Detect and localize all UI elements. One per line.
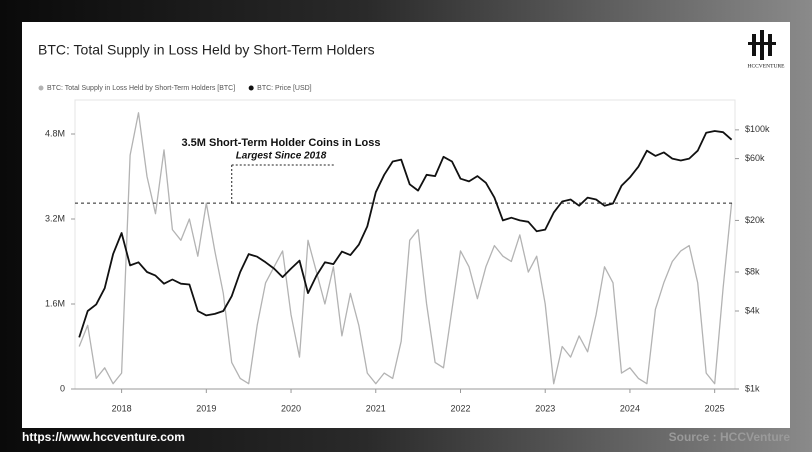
y2-tick-label: $4k xyxy=(745,305,760,315)
y2-tick-label: $60k xyxy=(745,153,765,163)
logo: HCCVENTURE xyxy=(748,30,786,69)
legend-marker xyxy=(248,85,254,91)
x-tick-label: 2023 xyxy=(535,403,555,413)
y-tick-label: 1.6M xyxy=(45,298,65,308)
chart-card xyxy=(22,22,790,428)
x-tick-label: 2025 xyxy=(705,403,725,413)
plot-frame xyxy=(74,99,736,390)
y-tick-label: 3.2M xyxy=(45,213,65,223)
y2-tick-label: $100k xyxy=(745,124,770,134)
x-tick-label: 2020 xyxy=(281,403,301,413)
x-tick-label: 2021 xyxy=(366,403,386,413)
x-tick-label: 2022 xyxy=(450,403,470,413)
annotation-subtitle: Largest Since 2018 xyxy=(236,151,327,162)
y2-tick-label: $1k xyxy=(745,383,760,393)
legend-label: BTC: Price [USD] xyxy=(257,85,312,92)
y-tick-label: 0 xyxy=(60,383,65,393)
y2-tick-label: $20k xyxy=(745,215,765,225)
logo-text: HCCVENTURE xyxy=(748,63,786,69)
legend-marker xyxy=(38,85,44,91)
footer-source: Source : HCCVenture xyxy=(668,430,790,444)
x-tick-label: 2019 xyxy=(196,403,216,413)
series-line xyxy=(78,112,733,385)
y-tick-label: 4.8M xyxy=(45,128,65,138)
series-line xyxy=(78,130,733,338)
chart-title: BTC: Total Supply in Loss Held by Short-… xyxy=(38,42,375,58)
y2-tick-label: $8k xyxy=(745,266,760,276)
x-tick-label: 2018 xyxy=(112,403,132,413)
x-tick-label: 2024 xyxy=(620,403,640,413)
chart: BTC: Total Supply in Loss Held by Short-… xyxy=(38,30,786,413)
legend-label: BTC: Total Supply in Loss Held by Short-… xyxy=(47,85,235,92)
annotation-title: 3.5M Short-Term Holder Coins in Loss xyxy=(181,137,380,149)
logo-bar xyxy=(748,42,776,45)
footer-url: https://www.hccventure.com xyxy=(22,430,185,444)
